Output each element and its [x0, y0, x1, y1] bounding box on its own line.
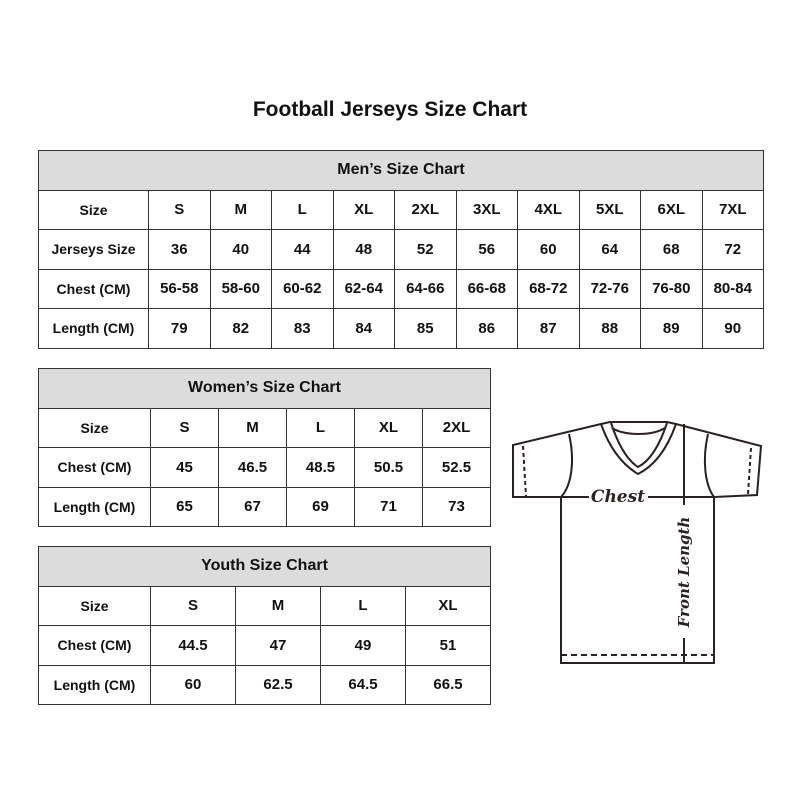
table-cell: 6XL — [640, 189, 703, 230]
row-label: Chest (CM) — [38, 625, 151, 666]
womens-size-table: Women’s Size Chart Size S M L XL 2XL Chest (CM)… — [38, 368, 491, 527]
table-cell: 87 — [517, 308, 580, 349]
table-cell: 90 — [701, 308, 764, 349]
table-cell: 52.5 — [422, 447, 491, 488]
table-cell: 2XL — [422, 407, 491, 448]
table-cell: 56-58 — [148, 268, 211, 309]
table-cell: 49 — [320, 625, 406, 666]
table-cell: 68 — [640, 229, 703, 270]
table-cell: XL — [332, 189, 395, 230]
table-cell: 71 — [354, 486, 423, 527]
row-label: Chest (CM) — [38, 447, 151, 488]
youth-size-table: Youth Size Chart Size S M L XL Chest (CM) 44.5 4… — [38, 546, 491, 705]
table-cell: 68-72 — [517, 268, 580, 309]
table-cell: 69 — [286, 486, 355, 527]
table-cell: XL — [354, 407, 423, 448]
table-row: Size S M L XL 2XL 3XL 4XL 5XL 6XL 7XL — [38, 189, 764, 230]
table-cell: 48.5 — [286, 447, 355, 488]
front-length-label: Front Length — [675, 517, 693, 629]
table-cell: 40 — [209, 229, 272, 270]
table-cell: 44.5 — [150, 625, 236, 666]
table-row: Length (CM) 60 62.5 64.5 66.5 — [38, 664, 491, 705]
table-row: Length (CM) 65 67 69 71 73 — [38, 486, 491, 527]
table-row: Size S M L XL 2XL — [38, 407, 491, 448]
table-caption: Women’s Size Chart — [38, 368, 491, 409]
table-cell: 50.5 — [354, 447, 423, 488]
table-cell: 88 — [578, 308, 641, 349]
table-cell: 66-68 — [455, 268, 518, 309]
table-caption: Men’s Size Chart — [38, 150, 764, 191]
row-label: Jerseys Size — [38, 229, 149, 270]
table-cell: 80-84 — [701, 268, 764, 309]
table-cell: M — [235, 585, 321, 626]
table-cell: 51 — [405, 625, 491, 666]
row-label: Size — [38, 407, 151, 448]
table-cell: 60-62 — [271, 268, 334, 309]
table-cell: L — [320, 585, 406, 626]
table-cell: S — [150, 585, 236, 626]
table-cell: 45 — [150, 447, 219, 488]
table-cell: 7XL — [701, 189, 764, 230]
table-cell: 72-76 — [578, 268, 641, 309]
table-cell: 65 — [150, 486, 219, 527]
table-row: Size S M L XL — [38, 585, 491, 626]
table-cell: 5XL — [578, 189, 641, 230]
table-caption: Youth Size Chart — [38, 546, 491, 587]
table-cell: L — [271, 189, 334, 230]
table-row: Chest (CM) 44.5 47 49 51 — [38, 625, 491, 666]
table-cell: 64.5 — [320, 664, 406, 705]
row-label: Length (CM) — [38, 308, 149, 349]
row-label: Size — [38, 189, 149, 230]
table-cell: 73 — [422, 486, 491, 527]
table-cell: 84 — [332, 308, 395, 349]
table-row: Jerseys Size 36 40 44 48 52 56 60 64 68 72 — [38, 229, 764, 270]
table-cell: 48 — [332, 229, 395, 270]
table-cell: L — [286, 407, 355, 448]
table-cell: M — [218, 407, 287, 448]
table-cell: 36 — [148, 229, 211, 270]
table-cell: 85 — [394, 308, 457, 349]
table-cell: 44 — [271, 229, 334, 270]
table-row: Length (CM) 79 82 83 84 85 86 87 88 89 90 — [38, 308, 764, 349]
table-cell: 60 — [517, 229, 580, 270]
table-cell: XL — [405, 585, 491, 626]
table-cell: 62-64 — [332, 268, 395, 309]
row-label: Length (CM) — [38, 486, 151, 527]
table-cell: 60 — [150, 664, 236, 705]
page-title: Football Jerseys Size Chart — [252, 98, 528, 121]
row-label: Size — [38, 585, 151, 626]
table-cell: 47 — [235, 625, 321, 666]
chest-label: Chest — [591, 487, 645, 507]
table-cell: 76-80 — [640, 268, 703, 309]
table-cell: 82 — [209, 308, 272, 349]
table-cell: 79 — [148, 308, 211, 349]
table-cell: 62.5 — [235, 664, 321, 705]
table-cell: 86 — [455, 308, 518, 349]
table-cell: 66.5 — [405, 664, 491, 705]
mens-size-table: Men’s Size Chart Size S M L XL 2XL 3XL 4XL 5XL 6XL… — [38, 150, 764, 349]
table-row: Chest (CM) 45 46.5 48.5 50.5 52.5 — [38, 447, 491, 488]
table-cell: 67 — [218, 486, 287, 527]
